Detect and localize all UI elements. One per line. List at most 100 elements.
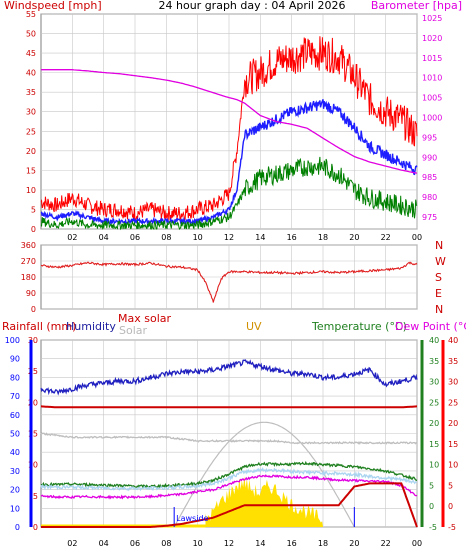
barometer-tick-label: 1010 <box>422 74 442 83</box>
barometer-tick-label: 1020 <box>422 34 442 43</box>
dewpoint-tick-label: 25 <box>448 398 458 407</box>
humidity-tick-label: 80 <box>10 373 20 382</box>
temperature-tick-label: 35 <box>429 357 439 366</box>
wind-tick-label: 20 <box>26 147 36 156</box>
humidity-hour-label: 14 <box>255 539 265 548</box>
humidity-tick-label: 50 <box>10 430 20 439</box>
humidity-hour-label: 04 <box>99 539 109 548</box>
humidity-tick-label: 10 <box>10 504 20 513</box>
sunrise-annotation: Lawside <box>176 514 208 523</box>
temperature-tick-label: 20 <box>429 419 439 428</box>
barometer-tick-label: 1015 <box>422 54 442 63</box>
rain-tick-label: 20 <box>28 398 38 407</box>
wind-tick-label: 45 <box>26 49 36 58</box>
barometer-tick-label: 1000 <box>422 114 442 123</box>
humidity-tick-label: 100 <box>5 336 20 345</box>
wind-tick-label: 40 <box>26 69 36 78</box>
temp-light-line <box>40 467 418 492</box>
barometer-axis-label: Barometer [hpa] <box>371 0 462 12</box>
legend-max-solar: Max solar <box>118 312 171 325</box>
wind-tick-label: 0 <box>31 225 36 234</box>
wind-tick-label: 25 <box>26 127 36 136</box>
humidity-hour-label: 02 <box>67 539 77 548</box>
wind-hour-label: 14 <box>255 233 265 242</box>
wind-hour-label: 06 <box>130 233 140 242</box>
rain-tick-label: 30 <box>28 336 38 345</box>
direction-tick-label: 0 <box>31 305 36 314</box>
wind-hour-label: 10 <box>193 233 203 242</box>
wind-tick-label: 55 <box>26 10 36 19</box>
compass-label: W <box>435 255 446 268</box>
dewpoint-tick-label: 5 <box>448 481 453 490</box>
humidity-hour-label: 12 <box>224 539 234 548</box>
dewpoint-tick-label: 30 <box>448 378 458 387</box>
solar-area <box>205 476 323 527</box>
humidity-hour-label: 20 <box>349 539 359 548</box>
humidity-hour-label: 18 <box>318 539 328 548</box>
page-title: 24 hour graph day : 04 April 2026 <box>159 0 346 12</box>
humidity-hour-label: 06 <box>130 539 140 548</box>
compass-label: E <box>435 287 442 300</box>
wind-hour-label: 18 <box>318 233 328 242</box>
dewpoint-tick-label: 40 <box>448 336 458 345</box>
temperature-tick-label: -5 <box>429 523 437 532</box>
humidity-hour-label: 10 <box>193 539 203 548</box>
wind-hour-label: 20 <box>349 233 359 242</box>
wind-hour-label: 02 <box>67 233 77 242</box>
legend-humidity: Humidity <box>66 320 116 333</box>
humidity-tick-label: 20 <box>10 486 20 495</box>
axis-layer: 0510152025303540455055975980985990995100… <box>5 10 458 548</box>
barometer-line <box>41 69 418 174</box>
wind-tick-label: 35 <box>26 88 36 97</box>
humidity-hour-label: 08 <box>161 539 171 548</box>
humidity-tick-label: 60 <box>10 411 20 420</box>
rain-tick-label: 0 <box>33 523 38 532</box>
temperature-tick-label: 0 <box>429 502 434 511</box>
wind-hour-label: 16 <box>287 233 297 242</box>
humidity-tick-label: 30 <box>10 467 20 476</box>
dewpoint-tick-label: 0 <box>448 502 453 511</box>
wind-tick-label: 10 <box>26 186 36 195</box>
wind-tick-label: 5 <box>31 205 36 214</box>
direction-tick-label: 90 <box>26 289 36 298</box>
humidity-tick-label: 90 <box>10 355 20 364</box>
temperature-tick-label: 10 <box>429 461 439 470</box>
temperature-tick-label: 40 <box>429 336 439 345</box>
dewpoint-tick-label: -5 <box>448 523 456 532</box>
temperature-tick-label: 5 <box>429 481 434 490</box>
compass-label: N <box>435 239 443 252</box>
compass-label: N <box>435 303 443 316</box>
wind-axis-label: Windspeed [mph] <box>4 0 102 12</box>
wind-direction-line <box>40 261 418 303</box>
dewpoint-tick-label: 35 <box>448 357 458 366</box>
rain-tick-label: 15 <box>28 430 38 439</box>
direction-tick-label: 180 <box>21 273 36 282</box>
humidity-hour-label: 00 <box>412 539 422 548</box>
barometer-tick-label: 1005 <box>422 94 442 103</box>
wind-hour-label: 04 <box>99 233 109 242</box>
grey-flat-line <box>40 432 418 445</box>
dewpoint-tick-label: 10 <box>448 461 458 470</box>
temperature-line <box>40 460 418 490</box>
wind-gust-line <box>40 36 418 222</box>
wind-avg-line <box>40 99 418 226</box>
humidity-tick-label: 70 <box>10 392 20 401</box>
series-layer <box>40 36 418 528</box>
humidity-tick-label: 40 <box>10 448 20 457</box>
humidity-tick-label: 0 <box>15 523 20 532</box>
legend-dew-point: Dew Point (°C) <box>395 320 466 333</box>
legend-solar: Solar <box>119 324 148 337</box>
barometer-tick-label: 985 <box>422 173 437 182</box>
wind-tick-label: 15 <box>26 166 36 175</box>
temperature-tick-label: 30 <box>429 378 439 387</box>
humidity-line <box>40 359 418 396</box>
wind-hour-label: 12 <box>224 233 234 242</box>
dark-red-flat-line <box>41 405 417 409</box>
rain-tick-label: 10 <box>28 461 38 470</box>
dew-point-line <box>40 474 418 500</box>
barometer-tick-label: 995 <box>422 133 437 142</box>
temperature-tick-label: 15 <box>429 440 439 449</box>
temperature-tick-label: 25 <box>429 398 439 407</box>
grid-layer <box>41 13 418 528</box>
